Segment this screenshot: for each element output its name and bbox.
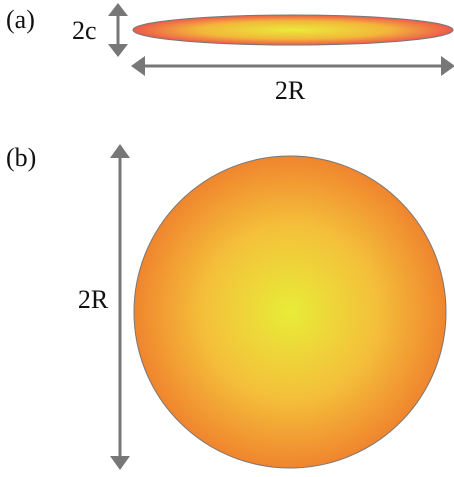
dimension-label: 2c: [72, 16, 97, 45]
diameter-arrow: [110, 144, 130, 470]
thickness-arrow: [108, 3, 128, 57]
ellipsoid-top: [134, 156, 446, 468]
width-arrow: [131, 56, 454, 76]
diagram: (a) 2c 2R (b) 2R: [0, 0, 454, 477]
ellipsoid-side: [133, 15, 453, 45]
dimension-label: 2R: [78, 285, 109, 314]
panel-label: (b): [6, 143, 36, 172]
dimension-label: 2R: [275, 76, 306, 105]
panel-label: (a): [6, 5, 35, 34]
